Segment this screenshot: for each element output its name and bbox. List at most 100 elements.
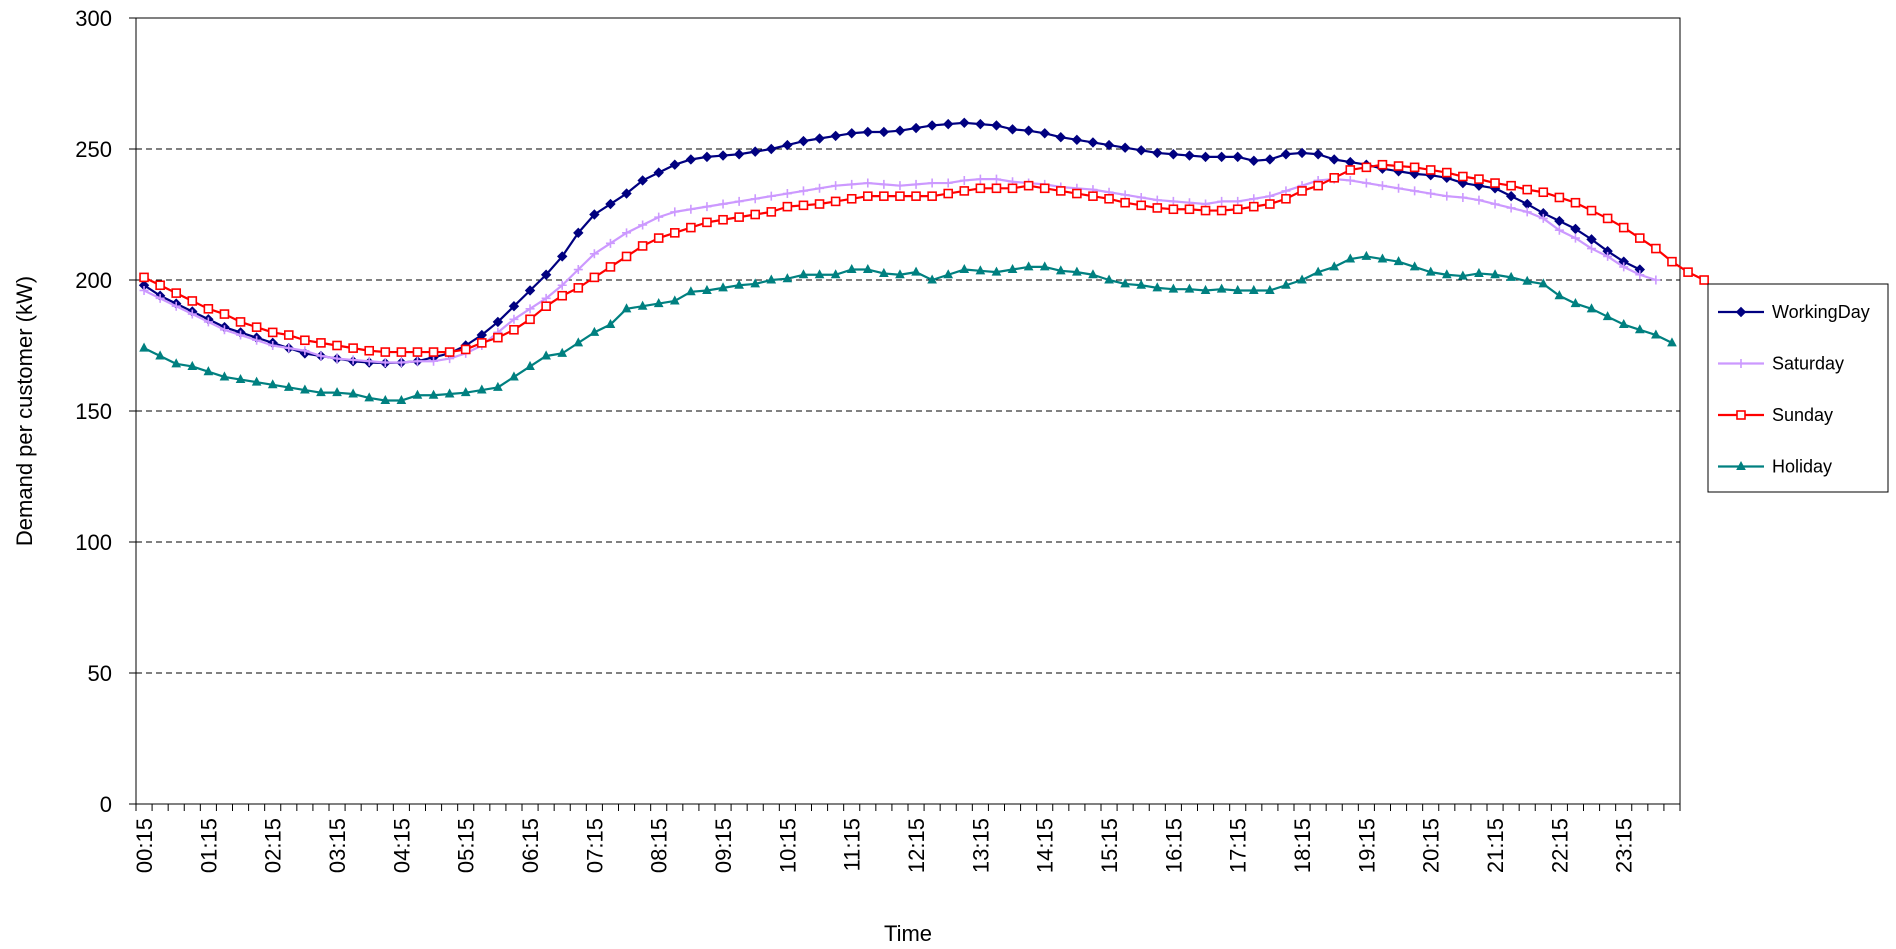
data-point [589, 209, 600, 220]
data-point [380, 394, 391, 405]
data-point [669, 159, 680, 170]
data-point [718, 214, 728, 225]
data-point [862, 263, 873, 274]
data-point [396, 347, 407, 357]
data-point [1619, 262, 1629, 272]
data-point [1088, 269, 1098, 279]
data-point [1233, 196, 1243, 206]
data-point [428, 347, 439, 357]
data-point [1136, 145, 1147, 156]
data-point [1039, 128, 1050, 139]
data-point [1120, 197, 1130, 208]
y-axis-title: Demand per customer (kW) [12, 276, 37, 546]
data-point [654, 212, 664, 222]
data-point [1345, 253, 1356, 263]
data-point [1232, 151, 1243, 163]
legend-swatch-marker [1736, 359, 1746, 368]
data-point [1265, 191, 1275, 201]
data-point [524, 285, 536, 296]
data-point [910, 122, 922, 134]
data-point [316, 387, 326, 397]
data-point [1055, 186, 1066, 196]
data-point [766, 207, 777, 217]
data-point [573, 283, 584, 293]
data-point [444, 347, 455, 357]
data-point [927, 191, 937, 201]
data-point [1216, 283, 1227, 293]
data-point [1168, 196, 1178, 206]
data-point [670, 207, 680, 217]
data-point [589, 326, 600, 336]
data-point [1474, 267, 1484, 277]
data-point [1039, 183, 1050, 194]
data-point [203, 366, 214, 376]
data-point [1651, 243, 1661, 254]
data-point [605, 238, 615, 248]
data-point [702, 284, 712, 294]
data-point [895, 191, 905, 201]
data-point [1635, 270, 1645, 280]
data-point [509, 314, 519, 324]
data-point [557, 290, 568, 301]
x-tick-label: 18:15 [1290, 818, 1315, 873]
data-point [1313, 180, 1323, 191]
x-tick-label: 14:15 [1033, 818, 1058, 873]
data-point [1168, 204, 1179, 215]
y-axis-ticks: 0 50 100 150 200 250 300 [75, 6, 136, 817]
data-point [621, 251, 632, 262]
data-point [573, 337, 584, 347]
data-point [1264, 154, 1276, 165]
data-point [332, 340, 342, 351]
data-point [621, 188, 632, 199]
data-point [155, 293, 165, 303]
data-point [1168, 149, 1179, 160]
data-point [863, 178, 873, 188]
data-point [1297, 274, 1307, 284]
data-point [1570, 298, 1581, 308]
data-point [541, 350, 551, 360]
data-point [750, 194, 760, 204]
data-point [621, 303, 632, 313]
data-point [348, 388, 358, 398]
data-point [1602, 311, 1613, 321]
data-point [1505, 190, 1517, 202]
data-point [412, 347, 423, 357]
data-point [701, 151, 713, 163]
data-point [782, 273, 793, 283]
data-point [236, 330, 246, 340]
data-point [815, 183, 825, 193]
data-point [1377, 253, 1388, 263]
data-point [911, 266, 921, 276]
data-point [476, 384, 487, 394]
data-point [1055, 265, 1066, 275]
legend-label: Sunday [1772, 405, 1833, 425]
data-point [300, 384, 310, 394]
x-tick-label: 16:15 [1161, 818, 1186, 873]
data-point [1538, 187, 1549, 198]
x-axis-title: Time [884, 921, 932, 946]
data-point [316, 338, 326, 348]
data-point [589, 272, 600, 283]
data-point [235, 317, 246, 327]
data-point [1184, 150, 1195, 161]
data-point [702, 202, 712, 212]
x-tick-label: 04:15 [389, 818, 414, 873]
x-tick-label: 11:15 [840, 818, 865, 871]
x-tick-label: 01:15 [196, 818, 221, 873]
data-point [1297, 186, 1307, 196]
data-point [638, 220, 648, 230]
data-point [541, 293, 551, 303]
data-point [653, 298, 664, 308]
data-point [1634, 324, 1645, 334]
data-point [203, 304, 214, 314]
data-point [685, 154, 697, 165]
data-point [460, 344, 471, 355]
data-point [1522, 207, 1532, 217]
legend-label: Holiday [1772, 457, 1832, 477]
x-tick-label: 02:15 [261, 818, 286, 873]
data-point [718, 282, 728, 292]
data-point [1522, 198, 1533, 210]
data-point [991, 120, 1002, 131]
data-point [1361, 250, 1372, 260]
